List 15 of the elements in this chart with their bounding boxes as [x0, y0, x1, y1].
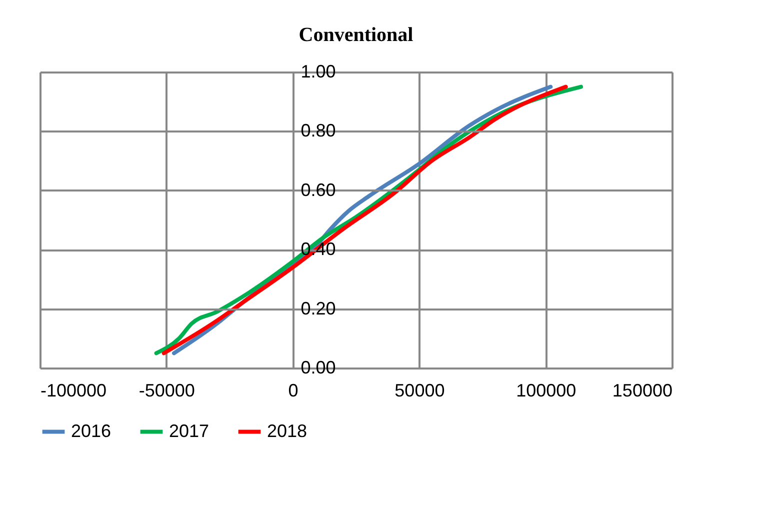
- chart-title: Conventional: [298, 24, 414, 46]
- x-tick-label: 50000: [394, 380, 445, 400]
- legend-label: 2016: [71, 420, 112, 441]
- legend-label: 2017: [169, 420, 210, 441]
- x-tick-label: -50000: [138, 380, 195, 400]
- y-tick-label: 0.60: [300, 180, 336, 200]
- x-tick-label: 0: [288, 380, 298, 400]
- y-tick-label: 1.00: [300, 62, 336, 82]
- x-tick-label: 150000: [612, 380, 672, 400]
- x-tick-label: -100000: [40, 380, 107, 400]
- y-tick-label: 0.80: [300, 120, 336, 141]
- x-tick-label: 100000: [516, 380, 576, 400]
- y-tick-label: 0.20: [300, 298, 336, 318]
- y-tick-label: 0.00: [300, 358, 336, 378]
- legend-label: 2018: [267, 420, 308, 441]
